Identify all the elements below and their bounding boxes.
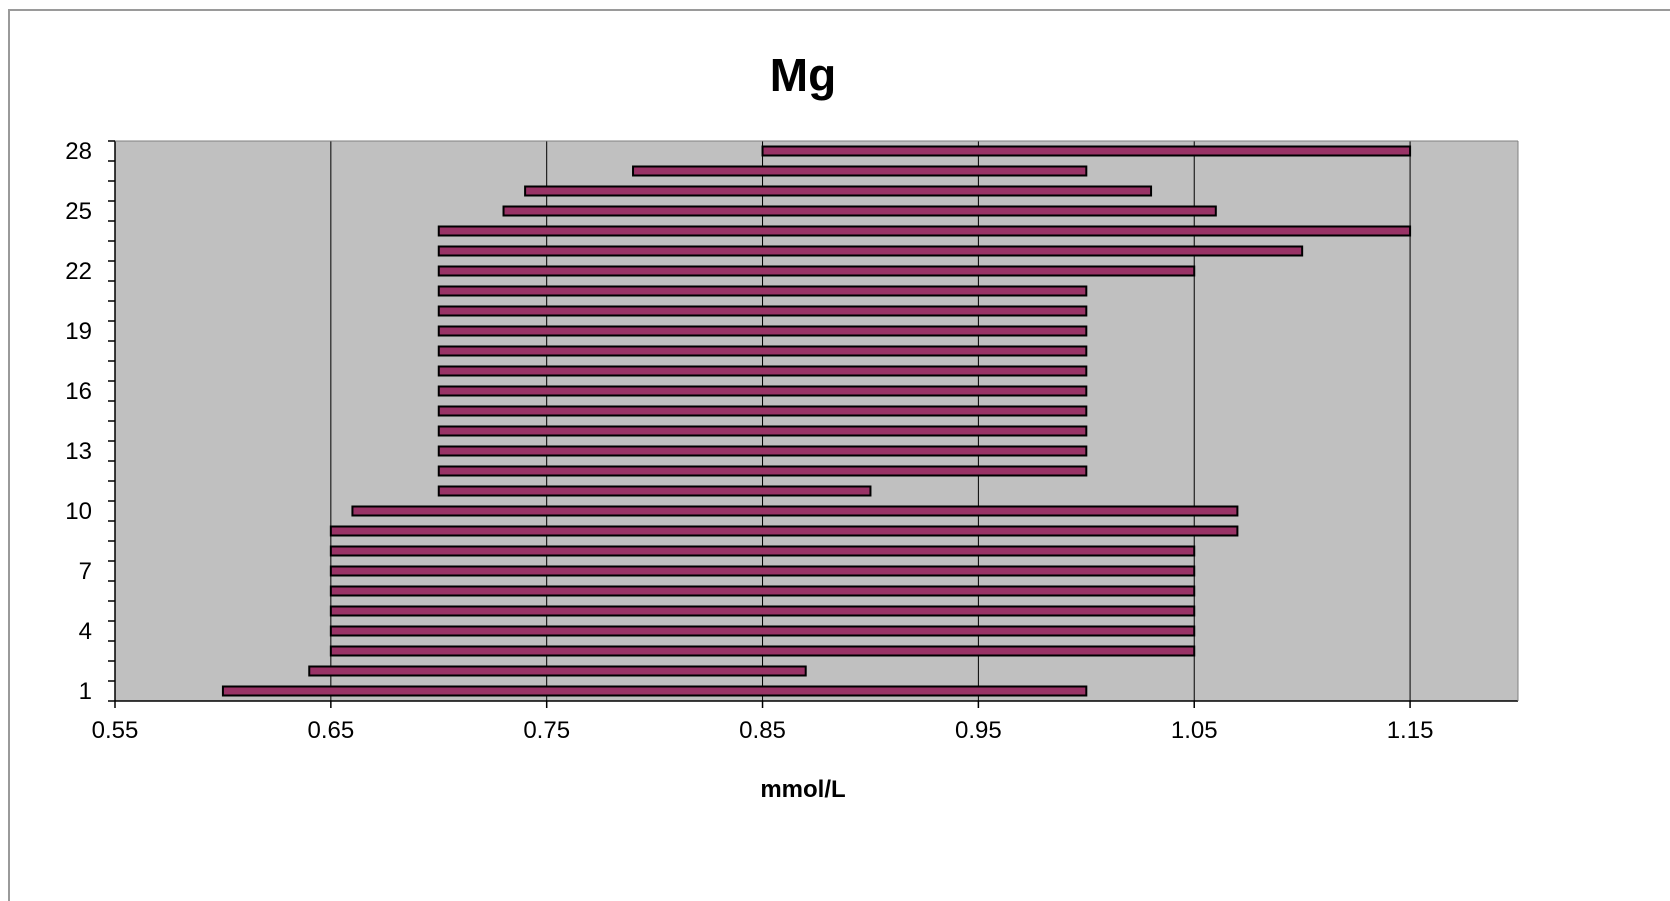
range-bar xyxy=(329,525,1239,537)
y-tick-label: 13 xyxy=(65,438,92,465)
y-tick-label: 22 xyxy=(65,258,92,285)
range-bar xyxy=(437,325,1088,337)
range-bar xyxy=(329,585,1196,597)
x-tick-label: 0.55 xyxy=(92,717,139,744)
range-bar xyxy=(437,225,1412,237)
bars xyxy=(221,145,1412,697)
range-bar xyxy=(437,425,1088,437)
x-tick-labels: 0.55 0.65 0.75 0.85 0.95 1.05 1.15 xyxy=(92,717,1434,744)
range-bar xyxy=(437,405,1088,417)
y-tick-label: 4 xyxy=(79,618,92,645)
x-tick-label: 0.65 xyxy=(307,717,354,744)
x-tick-label: 1.05 xyxy=(1171,717,1218,744)
range-bar xyxy=(329,605,1196,617)
y-tick-label: 16 xyxy=(65,378,92,405)
x-tick-label: 0.75 xyxy=(523,717,570,744)
x-axis-label: mmol/L xyxy=(760,776,845,803)
x-tick-label: 0.85 xyxy=(739,717,786,744)
range-bar xyxy=(632,165,1088,177)
chart-frame: Mg 0.55 0.65 0.75 0.85 0.95 1.05 1.15 1 4 7 10 13 1… xyxy=(8,9,1670,901)
range-bar xyxy=(329,545,1196,557)
chart-title: Mg xyxy=(770,49,836,101)
y-tick-label: 28 xyxy=(65,138,92,165)
range-bar xyxy=(437,245,1304,257)
range-bar xyxy=(308,665,807,677)
range-bar xyxy=(437,465,1088,477)
y-tick-label: 1 xyxy=(79,678,92,705)
range-bar xyxy=(437,485,872,497)
range-bar xyxy=(437,345,1088,357)
x-tick-label: 0.95 xyxy=(955,717,1002,744)
y-tick-label: 19 xyxy=(65,318,92,345)
range-bar xyxy=(329,565,1196,577)
y-tick-labels: 1 4 7 10 13 16 19 22 25 28 xyxy=(65,138,92,705)
range-bar xyxy=(524,185,1153,197)
x-tick-label: 1.15 xyxy=(1387,717,1434,744)
y-tick-label: 10 xyxy=(65,498,92,525)
range-bar xyxy=(437,385,1088,397)
range-bar xyxy=(437,365,1088,377)
range-bar xyxy=(329,625,1196,637)
y-tick-label: 25 xyxy=(65,198,92,225)
range-bar xyxy=(437,285,1088,297)
y-tick-label: 7 xyxy=(79,558,92,585)
plot-area xyxy=(115,141,1518,701)
range-bar xyxy=(351,505,1239,517)
range-bar xyxy=(221,685,1088,697)
range-bar xyxy=(329,645,1196,657)
range-bar-chart: Mg 0.55 0.65 0.75 0.85 0.95 1.05 1.15 14710131… xyxy=(65,49,1519,803)
range-bar xyxy=(437,445,1088,457)
range-bar xyxy=(502,205,1217,217)
range-bar xyxy=(437,265,1196,277)
range-bar xyxy=(761,145,1412,157)
axis-ticks xyxy=(108,140,1411,708)
range-bar xyxy=(437,305,1088,317)
